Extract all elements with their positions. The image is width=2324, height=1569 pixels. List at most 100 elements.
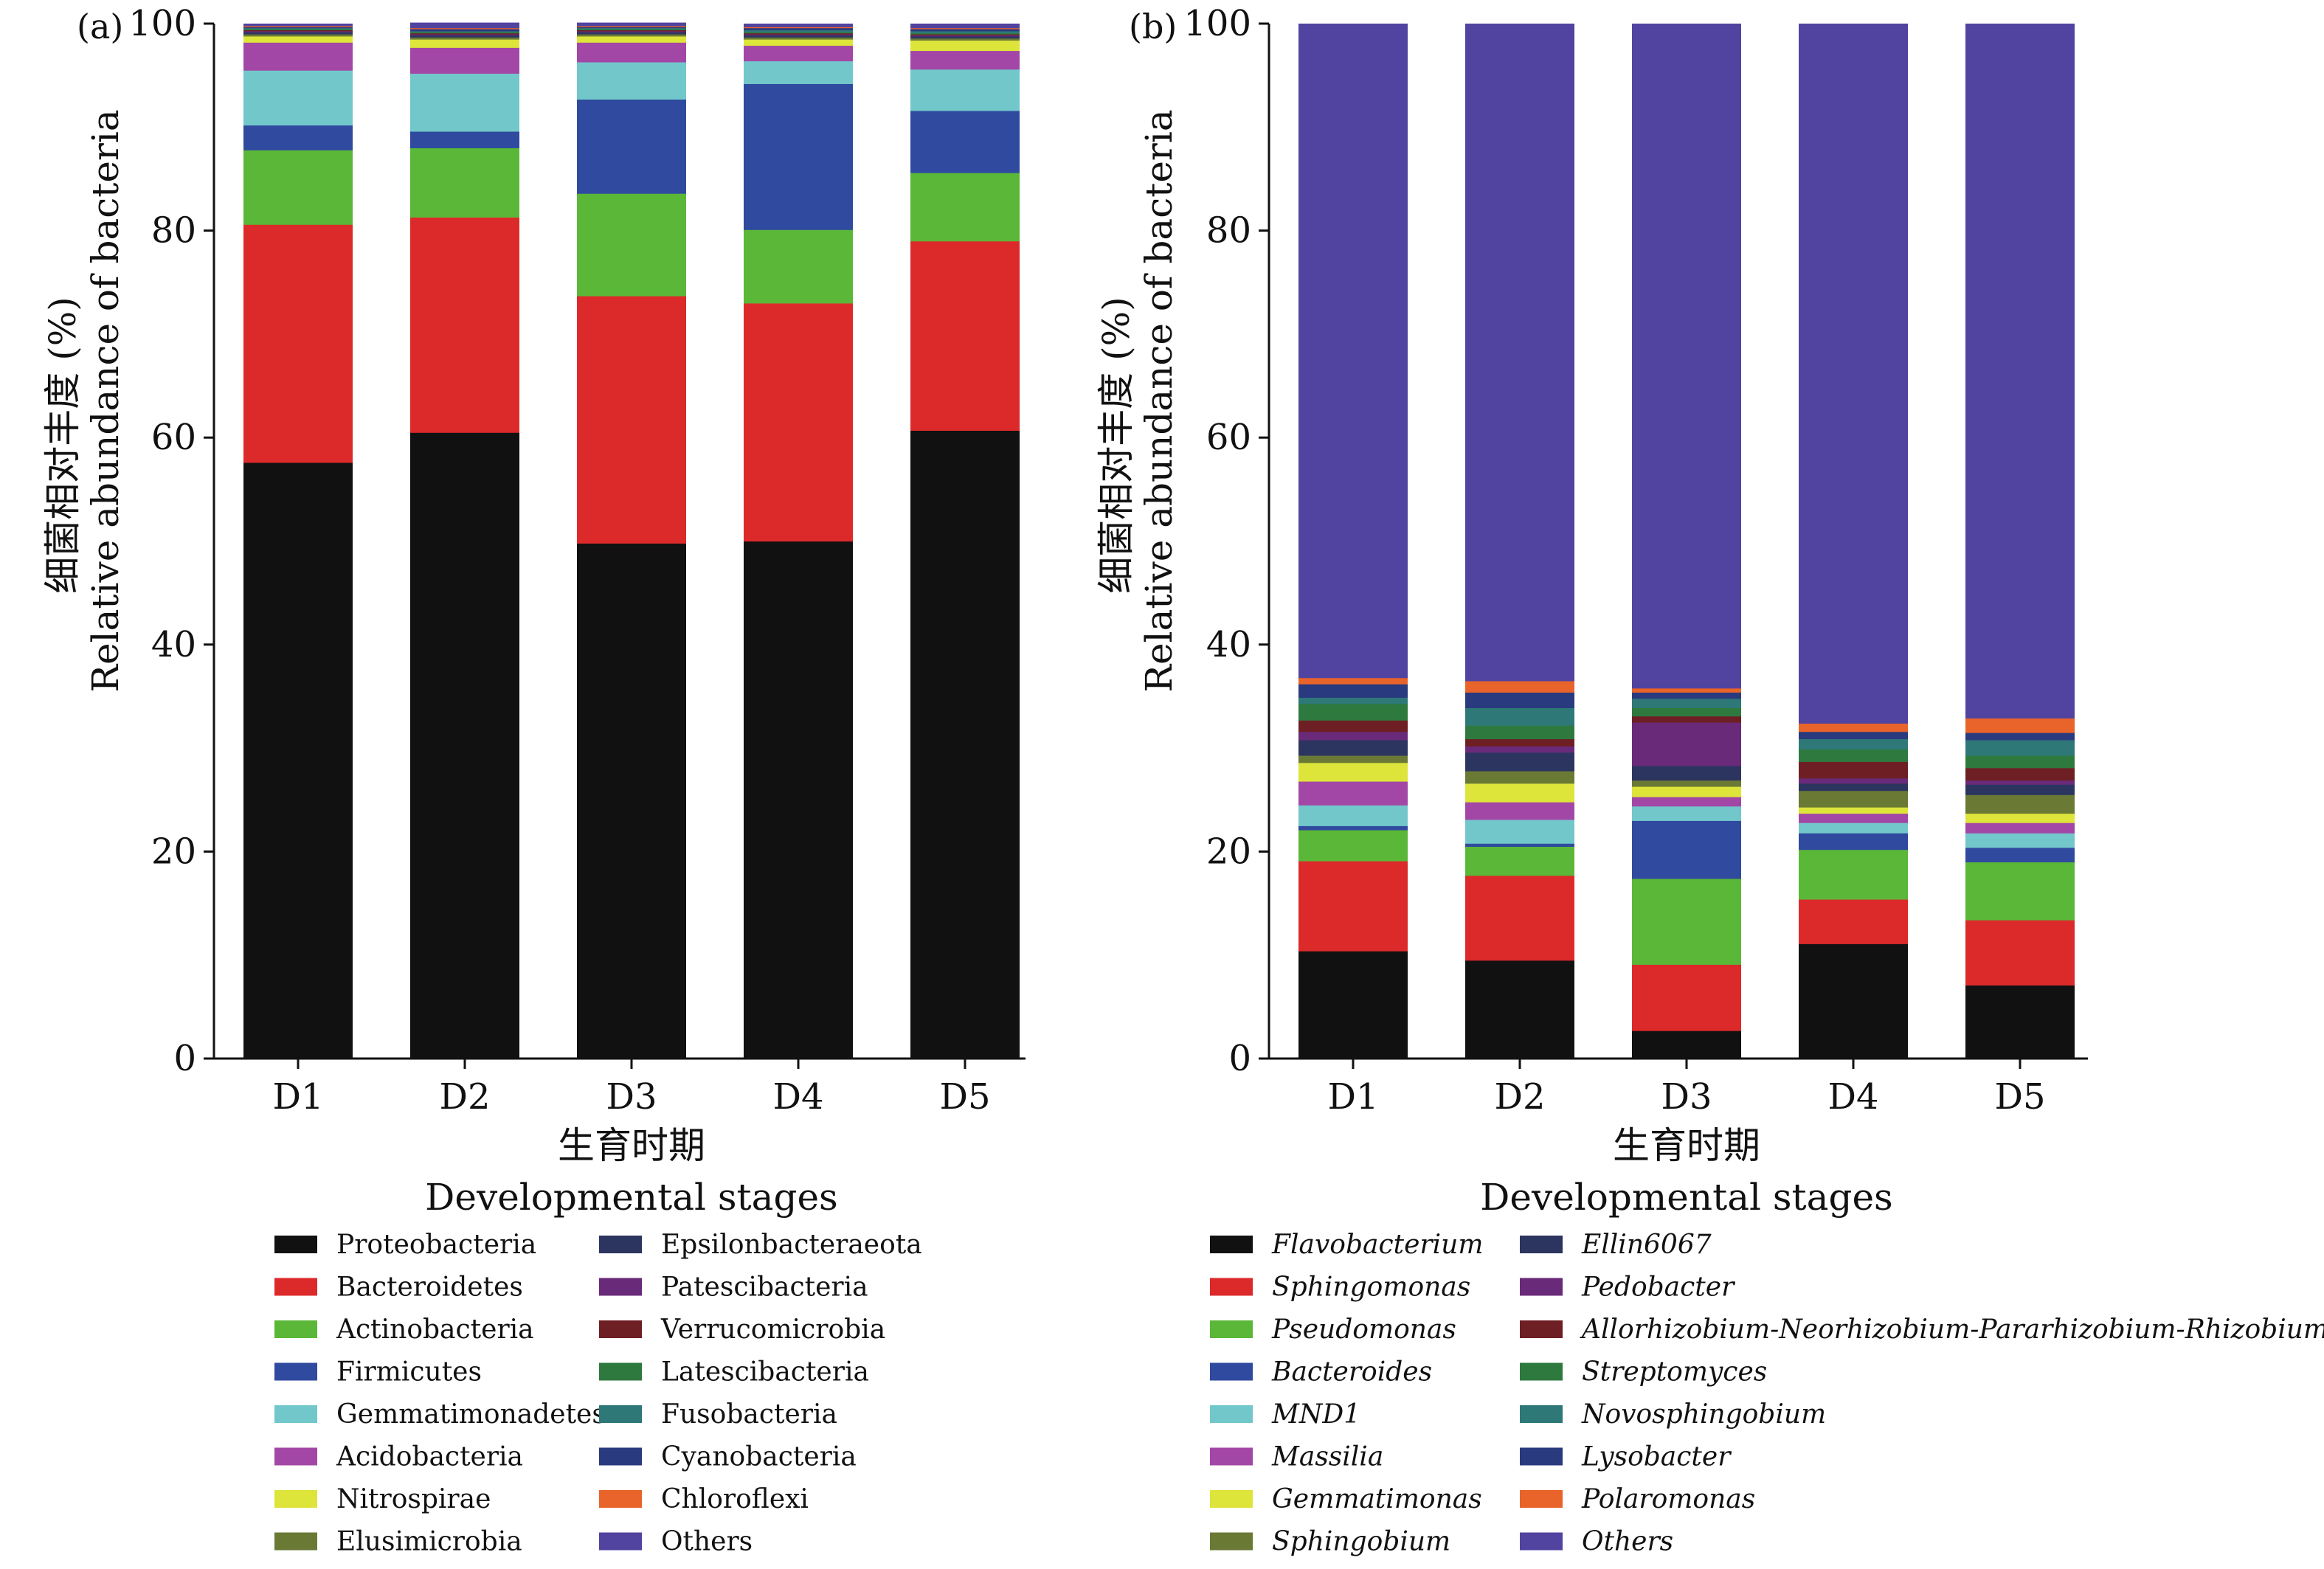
x-tick-label: D2 — [439, 1076, 490, 1118]
legend-label: Lysobacter — [1581, 1442, 1732, 1472]
y-axis-title-cn: 细菌相对丰度 (%) — [41, 297, 84, 593]
y-tick-label: 40 — [151, 624, 196, 665]
bar-segment — [1965, 794, 2075, 814]
bar-segment — [910, 27, 1020, 30]
bar-segment — [243, 30, 353, 32]
x-tick-label: D1 — [272, 1076, 323, 1118]
bar-segment — [1465, 783, 1574, 803]
legend-label: Novosphingobium — [1581, 1399, 1826, 1430]
bar-segment — [1298, 684, 1408, 698]
bar-segment — [410, 30, 519, 32]
legend-swatch — [1520, 1490, 1563, 1508]
legend-label: Bacteroidetes — [336, 1272, 523, 1303]
y-tick-label: 60 — [151, 417, 196, 458]
legend-label: Massilia — [1271, 1442, 1383, 1472]
bar-segment — [1298, 762, 1408, 782]
bar-segment — [910, 34, 1020, 36]
legend-label: MND1 — [1271, 1399, 1360, 1430]
legend-label: Others — [661, 1527, 753, 1557]
legend-label: Chloroflexi — [661, 1484, 809, 1514]
legend-label: Allorhizobium-Neorhizobium-Pararhizobium… — [1580, 1315, 2324, 1345]
bar-segment — [1799, 943, 1908, 1059]
y-axis-title-cn: 细菌相对丰度 (%) — [1095, 297, 1138, 593]
bar-segment — [1298, 951, 1408, 1059]
bar-segment — [1632, 707, 1741, 717]
bar-segment — [1632, 765, 1741, 781]
bar-segment — [1799, 822, 1908, 834]
bar-segment — [577, 27, 686, 30]
bar-segment — [744, 32, 853, 35]
bar-segment — [1298, 703, 1408, 721]
legend-label: Flavobacterium — [1271, 1230, 1483, 1260]
x-axis-title-cn: 生育时期 — [558, 1124, 705, 1167]
bar-segment — [910, 240, 1020, 431]
bar-segment — [1965, 833, 2075, 848]
legend-swatch — [599, 1320, 642, 1338]
bar-segment — [577, 29, 686, 31]
bar-segment — [410, 32, 519, 35]
bar-segment — [410, 148, 519, 218]
bar-segment — [744, 60, 853, 84]
y-tick-label: 100 — [128, 3, 196, 44]
panel-label: (a) — [77, 7, 123, 46]
bar-segment — [577, 25, 686, 27]
bar-segment — [577, 543, 686, 1059]
bar-segment — [910, 24, 1020, 29]
bar-segment — [1632, 797, 1741, 807]
bar-segment — [1632, 878, 1741, 965]
legend-label: Nitrospirae — [336, 1484, 491, 1514]
panel-b-chart: (b) D1 D2 D3 D4 D5 0 20 40 60 80 100 细菌相对丰度 (%) Relat… — [1095, 3, 2324, 1557]
bar-segment — [910, 29, 1020, 32]
bar-segment — [410, 39, 519, 48]
x-tick-label: D1 — [1327, 1076, 1378, 1118]
bar-segment — [1965, 739, 2075, 756]
bar-segment — [410, 34, 519, 36]
bar-segment — [243, 27, 353, 29]
legend-label: Pedobacter — [1581, 1272, 1735, 1303]
bar-segment — [243, 70, 353, 126]
bar-segment — [1298, 720, 1408, 732]
bar-segment — [410, 217, 519, 433]
legend-swatch — [1520, 1278, 1563, 1296]
bar-segment — [410, 35, 519, 38]
y-tick-label: 40 — [1206, 624, 1251, 665]
bar-segment — [744, 39, 853, 46]
bar-segment — [1632, 1031, 1741, 1059]
y-tick-label: 80 — [1206, 210, 1251, 252]
legend-label: Epsilonbacteraeota — [661, 1230, 922, 1260]
x-axis-title-en: Developmental stages — [1480, 1176, 1892, 1219]
bar-segment — [1632, 716, 1741, 723]
bar-segment — [1298, 755, 1408, 763]
bar-segment — [1632, 687, 1741, 693]
bar-segment — [577, 27, 686, 29]
y-tick-label: 0 — [1228, 1038, 1251, 1079]
bar-segment — [1965, 813, 2075, 823]
bar-segment — [1632, 964, 1741, 1031]
legend-swatch — [274, 1405, 317, 1423]
bar-segment — [577, 34, 686, 37]
legend-label: Bacteroides — [1271, 1357, 1432, 1388]
bar-segment — [1632, 698, 1741, 708]
bar-segment — [744, 45, 853, 62]
bar-segment — [1799, 738, 1908, 750]
bar-segment — [744, 24, 853, 27]
bar-segment — [1465, 746, 1574, 753]
y-tick-label: 20 — [151, 831, 196, 872]
bar-segment — [1465, 960, 1574, 1059]
bar-segment — [1965, 755, 2075, 769]
bar-segment — [1799, 898, 1908, 944]
bar-segment — [744, 541, 853, 1059]
bar-segment — [1799, 807, 1908, 814]
bar-segment — [243, 24, 353, 27]
legend-swatch — [274, 1320, 317, 1338]
bar-segment — [243, 224, 353, 463]
bar-segment — [577, 295, 686, 544]
bar-segment — [1965, 718, 2075, 733]
bar-segment — [1298, 24, 1408, 679]
legend-label: Polaromonas — [1581, 1484, 1755, 1514]
bar-segment — [1465, 707, 1574, 726]
bar-segment — [910, 110, 1020, 173]
bar-segment — [410, 27, 519, 30]
bar-segment — [1965, 822, 2075, 834]
